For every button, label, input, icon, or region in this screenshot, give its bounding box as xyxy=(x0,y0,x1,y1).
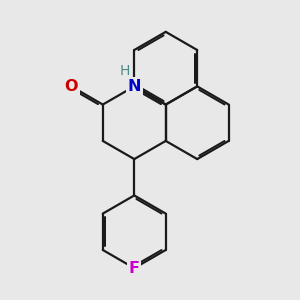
Text: N: N xyxy=(128,79,141,94)
Text: O: O xyxy=(64,79,78,94)
Text: F: F xyxy=(129,261,140,276)
Text: H: H xyxy=(120,64,130,78)
